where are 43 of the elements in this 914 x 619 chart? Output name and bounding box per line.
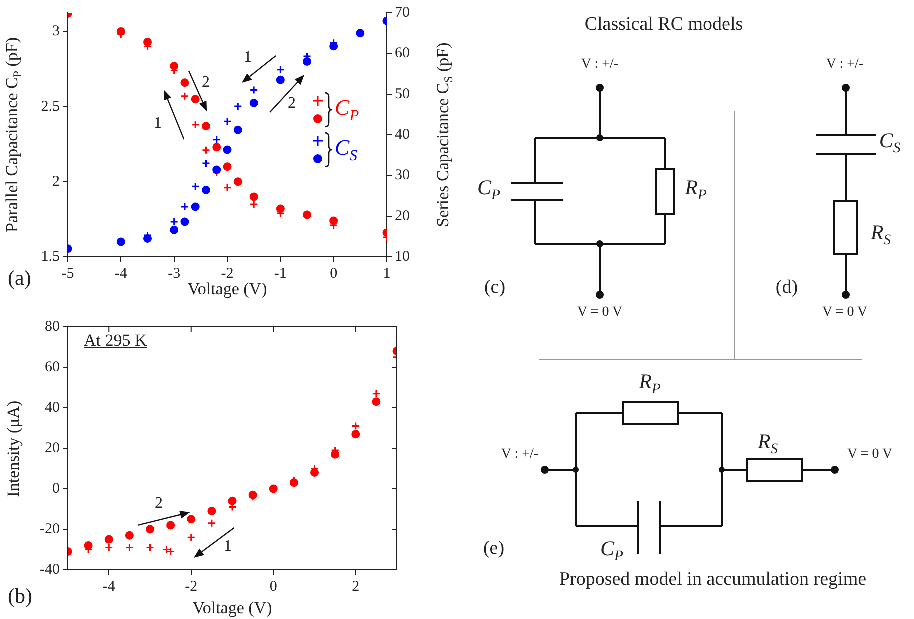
y-tick-label: 3 (52, 24, 60, 40)
y2-tick-label: 40 (395, 126, 410, 143)
x-tick-label: 2 (352, 578, 360, 595)
y2-tick-label: 60 (395, 46, 410, 62)
x-tick-label: -3 (168, 266, 181, 282)
x-tick-label: -2 (185, 578, 198, 595)
x-tick-label: -1 (274, 266, 287, 282)
x-axis-title: Voltage (V) (192, 598, 272, 618)
text: (b) (8, 584, 32, 608)
y-tick-label: -40 (40, 562, 60, 578)
annotation: 2 (288, 95, 296, 112)
text: C$_{S}$ (335, 134, 358, 166)
annotation: 1 (224, 538, 232, 555)
annotation: At 295 K (84, 331, 148, 350)
x-tick-label: -4 (114, 266, 128, 282)
y2-tick-label: 70 (395, 4, 410, 21)
y-tick-label: 40 (45, 400, 60, 416)
x-tick-label: 0 (270, 578, 278, 595)
y-tick-label: -20 (40, 521, 60, 538)
annotation: 1 (244, 49, 252, 66)
text: (a) (8, 266, 32, 290)
x-tick-label: -2 (221, 266, 234, 282)
annotation: 2 (155, 495, 163, 512)
x-tick-label: -5 (62, 266, 74, 282)
x-tick-label: 1 (383, 266, 391, 282)
y-tick-label: 60 (45, 359, 60, 376)
y2-tick-label: 50 (395, 86, 410, 102)
y-tick-label: 0 (52, 480, 60, 497)
y-tick-label: 2.5 (41, 98, 60, 115)
y-tick-label: 1.5 (41, 248, 60, 265)
x-tick-label: -4 (102, 578, 116, 595)
annotation: 2 (202, 74, 210, 91)
x-tick-label: 0 (330, 266, 338, 282)
y2-tick-label: 30 (395, 168, 410, 184)
y-axis-title: Intensity (μA) (4, 400, 24, 497)
text: C$_{P}$ (335, 94, 360, 126)
y-tick-label: 80 (45, 318, 60, 335)
y-tick-label: 2 (52, 174, 60, 190)
y2-tick-label: 10 (395, 248, 410, 265)
y-tick-label: 20 (45, 440, 60, 456)
annotation: 1 (154, 115, 162, 132)
x-axis-title: Voltage (V) (188, 279, 268, 298)
y2-tick-label: 20 (395, 208, 410, 224)
